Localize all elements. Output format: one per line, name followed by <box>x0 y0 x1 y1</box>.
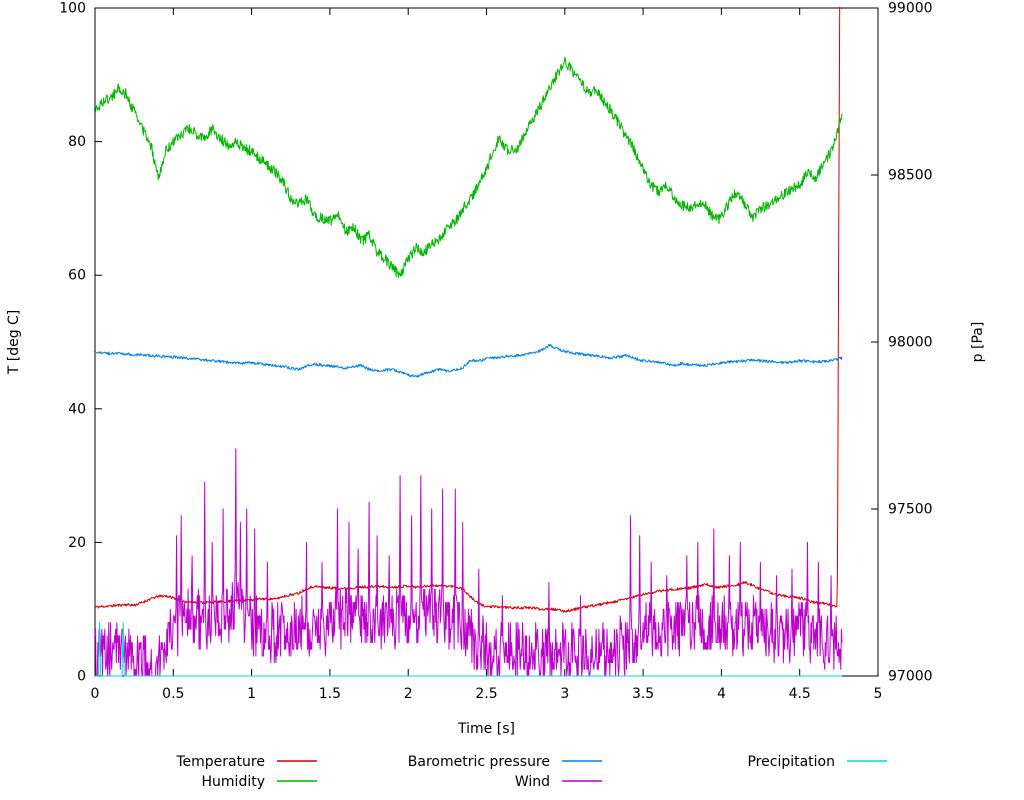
legend-label-precipitation: Precipitation <box>747 754 835 770</box>
legend-label-barometric-pressure: Barometric pressure <box>408 754 550 770</box>
y-tick-label-left: 100 <box>59 1 86 17</box>
series-precipitation-line <box>95 622 842 677</box>
x-tick-label: 4 <box>717 686 726 702</box>
x-tick-label: 2.5 <box>475 686 497 702</box>
y-tick-label-left: 20 <box>68 535 86 551</box>
legend-label-temperature: Temperature <box>175 754 265 770</box>
series-barometric-pressure-line <box>94 344 843 378</box>
x-tick-label: 3.5 <box>632 686 654 702</box>
legend-label-wind: Wind <box>515 774 550 790</box>
x-tick-label: 5 <box>874 686 883 702</box>
y-tick-label-right: 97500 <box>888 502 933 518</box>
series-wind-line <box>94 448 843 677</box>
x-tick-label: 3 <box>560 686 569 702</box>
y-tick-label-right: 99000 <box>888 1 933 17</box>
y-tick-label-left: 0 <box>77 669 86 685</box>
y-tick-label-left: 80 <box>68 134 86 150</box>
x-tick-label: 1 <box>247 686 256 702</box>
legend-label-humidity: Humidity <box>202 774 265 790</box>
x-tick-label: 0.5 <box>162 686 184 702</box>
y-tick-label-left: 60 <box>68 268 86 284</box>
y-axis-label-left: T [deg C] <box>6 310 22 376</box>
series-humidity-line <box>95 56 843 278</box>
x-tick-label: 0 <box>91 686 100 702</box>
y-axis-label-right: p [Pa] <box>970 322 986 363</box>
x-axis-label: Time [s] <box>457 721 515 737</box>
y-tick-label-left: 40 <box>68 401 86 417</box>
y-tick-label-right: 98500 <box>888 168 933 184</box>
y-tick-label-right: 97000 <box>888 669 933 685</box>
series-temperature-line <box>94 6 843 613</box>
x-tick-label: 4.5 <box>789 686 811 702</box>
x-tick-label: 1.5 <box>319 686 341 702</box>
x-tick-label: 2 <box>404 686 413 702</box>
y-tick-label-right: 98000 <box>888 335 933 351</box>
